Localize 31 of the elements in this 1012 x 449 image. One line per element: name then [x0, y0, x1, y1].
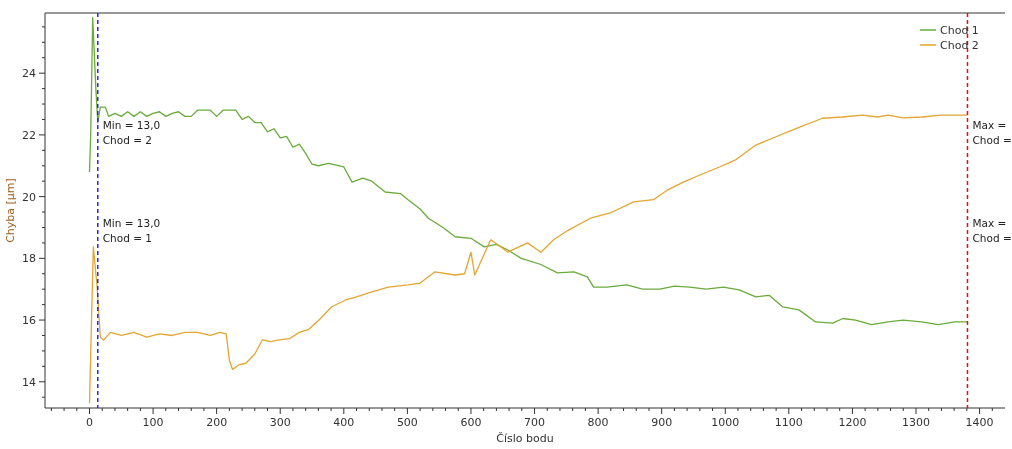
ref-line-label: Max = Chod =: [972, 119, 1012, 146]
y-tick-label: 24: [22, 67, 36, 81]
x-tick-label: 0: [86, 416, 93, 429]
x-tick-label: 300: [269, 416, 291, 429]
legend-label: Chod 2: [940, 39, 979, 52]
line-series: [88, 114, 969, 405]
y-tick-label: 22: [22, 128, 36, 142]
x-tick-label: 800: [587, 416, 609, 429]
x-axis-title: Číslo bodu: [496, 432, 554, 445]
x-tick-label: 500: [396, 416, 418, 429]
line-series: [88, 16, 969, 326]
x-tick-label: 100: [142, 416, 164, 429]
y-tick-label: 18: [22, 252, 36, 266]
x-tick-label: 1100: [774, 416, 803, 429]
x-tick-label: 600: [460, 416, 482, 429]
x-tick-label: 1000: [711, 416, 740, 429]
annotation: Max = Chod =: [972, 217, 1012, 245]
x-tick-label: 900: [651, 416, 673, 429]
y-axis-title: Chyba [µm]: [4, 178, 17, 243]
y-tick-label: 16: [22, 314, 36, 328]
annotation: Min = 13,0 Chod = 1: [102, 217, 161, 245]
x-tick-label: 200: [206, 416, 228, 429]
x-tick-label: 1400: [965, 416, 994, 429]
y-tick-label: 20: [22, 190, 36, 204]
x-tick-label: 1200: [838, 416, 867, 429]
x-tick-label: 400: [333, 416, 355, 429]
legend-label: Chod 1: [940, 24, 979, 37]
y-tick-label: 14: [22, 375, 36, 389]
ref-line-label: Min = 13,0 Chod = 2: [102, 119, 161, 146]
x-tick-label: 700: [524, 416, 546, 429]
x-tick-label: 1300: [901, 416, 930, 429]
